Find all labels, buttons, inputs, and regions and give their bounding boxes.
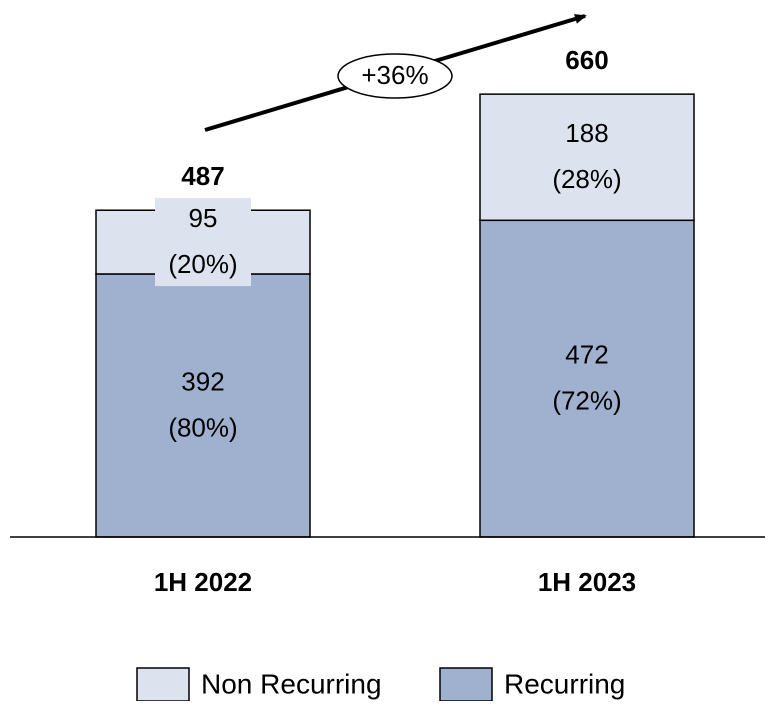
x-tick-label: 1H 2023 — [538, 567, 636, 597]
legend-label: Non Recurring — [201, 668, 382, 699]
value-label: 392 — [181, 366, 224, 396]
share-label: (72%) — [552, 386, 621, 416]
x-tick-label: 1H 2022 — [154, 567, 252, 597]
plot: 392 (80%) 95 (20%) 487 1H 2022 472 (72%) 188 (28%… — [95, 45, 695, 597]
annotation: +36% — [361, 60, 428, 90]
value-label: 472 — [565, 340, 608, 370]
label-background — [539, 113, 635, 202]
value-label: 188 — [565, 118, 608, 148]
value-label: 95 — [189, 203, 218, 233]
legend: Non Recurring Recurring — [136, 667, 625, 702]
label-background — [155, 198, 251, 287]
legend-label: Recurring — [504, 668, 625, 699]
share-label: (28%) — [552, 164, 621, 194]
label-background — [155, 361, 251, 450]
total-label: 487 — [181, 161, 224, 191]
legend-swatch — [439, 667, 493, 702]
label-background — [539, 334, 635, 423]
share-label: (20%) — [168, 249, 237, 279]
total-label: 660 — [565, 45, 608, 75]
legend-swatch — [136, 667, 190, 702]
share-label: (80%) — [168, 412, 237, 442]
annotation-bubble — [337, 53, 453, 99]
